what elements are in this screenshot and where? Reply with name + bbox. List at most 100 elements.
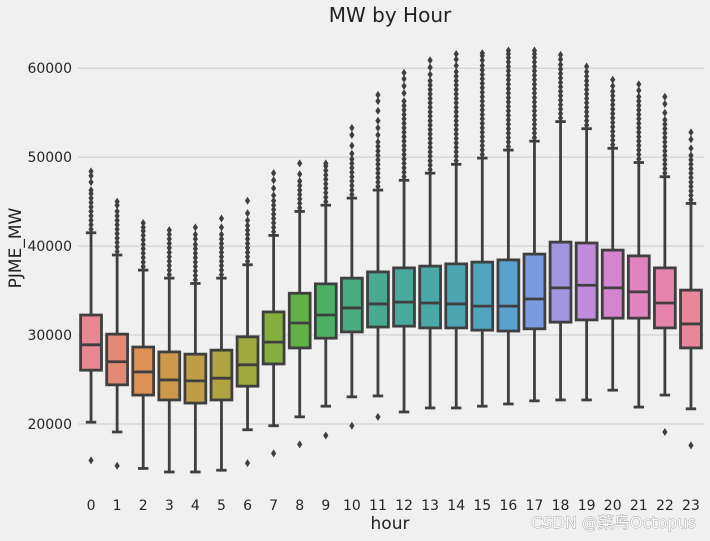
y-gridlines	[78, 67, 704, 425]
outlier-point	[192, 249, 198, 258]
outlier-point	[479, 137, 485, 146]
outlier-point	[453, 107, 459, 116]
x-tick-label: 20	[604, 498, 622, 514]
outlier-point	[584, 112, 590, 121]
outlier-point	[610, 96, 616, 105]
x-tick-label: 16	[499, 498, 517, 514]
outlier-point	[557, 96, 564, 105]
outlier-point	[662, 151, 668, 160]
box-iqr	[522, 252, 547, 331]
outlier-point	[140, 231, 146, 240]
outlier-point	[88, 198, 94, 207]
outlier-point	[88, 194, 94, 203]
outlier-point	[453, 156, 459, 165]
box-hour-14	[444, 50, 469, 410]
outlier-point	[375, 138, 381, 147]
outlier-point	[166, 248, 172, 257]
outlier-point	[297, 170, 303, 179]
outlier-point	[271, 184, 277, 193]
outlier-point	[610, 87, 616, 96]
box-iqr	[574, 241, 599, 322]
outlier-point	[244, 221, 251, 230]
outlier-point	[323, 193, 329, 202]
outlier-point	[505, 133, 511, 142]
outlier-point	[375, 182, 381, 191]
outlier-point	[584, 107, 590, 116]
outlier-point	[531, 102, 538, 111]
outlier-point	[401, 128, 407, 137]
outlier-point	[88, 186, 94, 195]
outlier-point	[401, 154, 407, 163]
outlier-point	[375, 160, 381, 169]
outlier-point	[453, 121, 459, 130]
outlier-point	[427, 63, 433, 72]
outlier-point	[114, 238, 120, 247]
outlier-point	[479, 61, 485, 70]
outlier-point	[244, 252, 251, 261]
outlier-point	[531, 66, 538, 75]
outlier-point	[505, 124, 511, 133]
outlier-point	[610, 118, 616, 127]
outlier-point	[479, 114, 485, 123]
outlier-point	[349, 168, 355, 177]
outlier-point	[688, 186, 694, 195]
outlier-point	[375, 412, 381, 421]
outlier-point	[401, 172, 407, 181]
box-hour-15	[470, 49, 495, 408]
box-hour-20	[600, 75, 625, 392]
box-iqr	[600, 248, 625, 320]
outlier-point	[453, 130, 459, 139]
outlier-point	[505, 111, 511, 120]
outlier-point	[375, 142, 381, 151]
outlier-point	[192, 230, 198, 239]
outlier-point	[297, 190, 303, 199]
box-hour-18	[548, 50, 573, 402]
outlier-point	[271, 218, 277, 227]
outlier-point	[427, 90, 433, 99]
outlier-point	[244, 216, 251, 225]
outlier-point	[557, 82, 564, 91]
outlier-point	[479, 92, 485, 101]
outlier-point	[479, 132, 485, 141]
outlier-point	[531, 106, 538, 115]
outlier-point	[427, 76, 433, 85]
x-tick-label: 12	[395, 498, 413, 514]
outlier-point	[166, 234, 172, 243]
box-iqr	[366, 270, 390, 329]
outlier-point	[453, 125, 459, 134]
outlier-point	[349, 130, 355, 139]
outlier-point	[323, 179, 329, 188]
outlier-point	[192, 240, 198, 249]
outlier-point	[244, 248, 251, 257]
outlier-point	[192, 262, 198, 271]
outlier-point	[479, 97, 485, 106]
outlier-point	[271, 196, 277, 205]
outlier-point	[401, 119, 407, 128]
outlier-point	[505, 71, 511, 80]
outlier-point	[401, 163, 407, 172]
outlier-point	[662, 142, 668, 151]
outlier-point	[244, 226, 251, 235]
box-iqr	[470, 260, 495, 332]
outlier-point	[375, 169, 381, 178]
box-hour-5	[209, 214, 234, 472]
x-tick-label: 0	[87, 498, 96, 514]
outlier-point	[192, 234, 198, 243]
outlier-point	[88, 167, 94, 176]
outlier-point	[401, 150, 407, 159]
outlier-point	[271, 210, 277, 219]
outlier-point	[531, 84, 538, 93]
outlier-point	[505, 129, 511, 138]
outlier-point	[453, 61, 459, 70]
outlier-point	[505, 138, 511, 147]
outlier-point	[453, 72, 459, 81]
outlier-point	[557, 55, 564, 64]
outlier-point	[271, 201, 277, 210]
outlier-point	[557, 69, 564, 78]
box-hour-12	[392, 68, 416, 414]
x-tick-labels: 0 1 2 3 4 5 6 7 8 9 10 11 12 13 14 15 16 17 18 19 20 21 22 23	[87, 498, 700, 514]
x-tick-label: 19	[578, 498, 596, 514]
outlier-point	[218, 243, 225, 252]
outlier-point	[636, 119, 642, 128]
outlier-point	[88, 211, 94, 220]
